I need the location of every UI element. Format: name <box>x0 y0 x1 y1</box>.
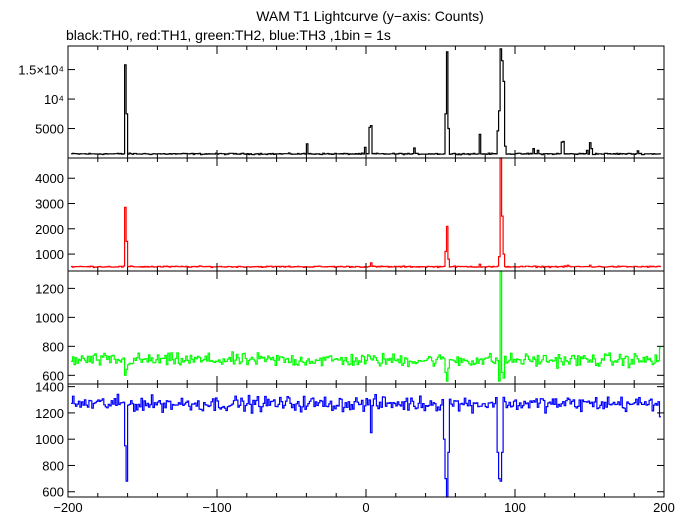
x-tick-label: −200 <box>53 500 82 515</box>
x-tick-label: 0 <box>362 500 369 515</box>
y-tick-label: 1000 <box>35 432 64 447</box>
y-tick-label: 1000 <box>35 247 64 262</box>
series-line-th2 <box>71 270 661 382</box>
panel-frame-2 <box>67 157 665 272</box>
series-line-th1 <box>71 157 661 269</box>
y-tick-label: 3000 <box>35 197 64 212</box>
x-tick-label: 200 <box>653 500 675 515</box>
series-line-th3 <box>71 393 661 498</box>
y-tick-label: 1000 <box>35 310 64 325</box>
y-tick-label: 800 <box>42 339 64 354</box>
series-line-th0 <box>71 48 661 156</box>
y-tick-label: 1200 <box>35 281 64 296</box>
y-tick-label: 800 <box>42 458 64 473</box>
y-tick-label: 2000 <box>35 222 64 237</box>
y-tick-label: 1.5×10⁴ <box>18 63 64 78</box>
y-tick-label: 600 <box>42 368 64 383</box>
y-tick-label: 10⁴ <box>44 92 64 107</box>
y-tick-label: 4000 <box>35 171 64 186</box>
panel-frame-1 <box>67 45 665 159</box>
panel-frame-3 <box>67 270 665 385</box>
y-tick-label: 5000 <box>35 122 64 137</box>
y-tick-label: 1400 <box>35 380 64 395</box>
y-tick-label: 1200 <box>35 406 64 421</box>
chart-title: WAM T1 Lightcurve (y−axis: Counts) <box>256 8 484 24</box>
x-tick-label: −100 <box>202 500 231 515</box>
y-tick-label: 600 <box>42 485 64 500</box>
chart-subtitle: black:TH0, red:TH1, green:TH2, blue:TH3 … <box>66 27 391 43</box>
x-tick-label: 100 <box>504 500 526 515</box>
